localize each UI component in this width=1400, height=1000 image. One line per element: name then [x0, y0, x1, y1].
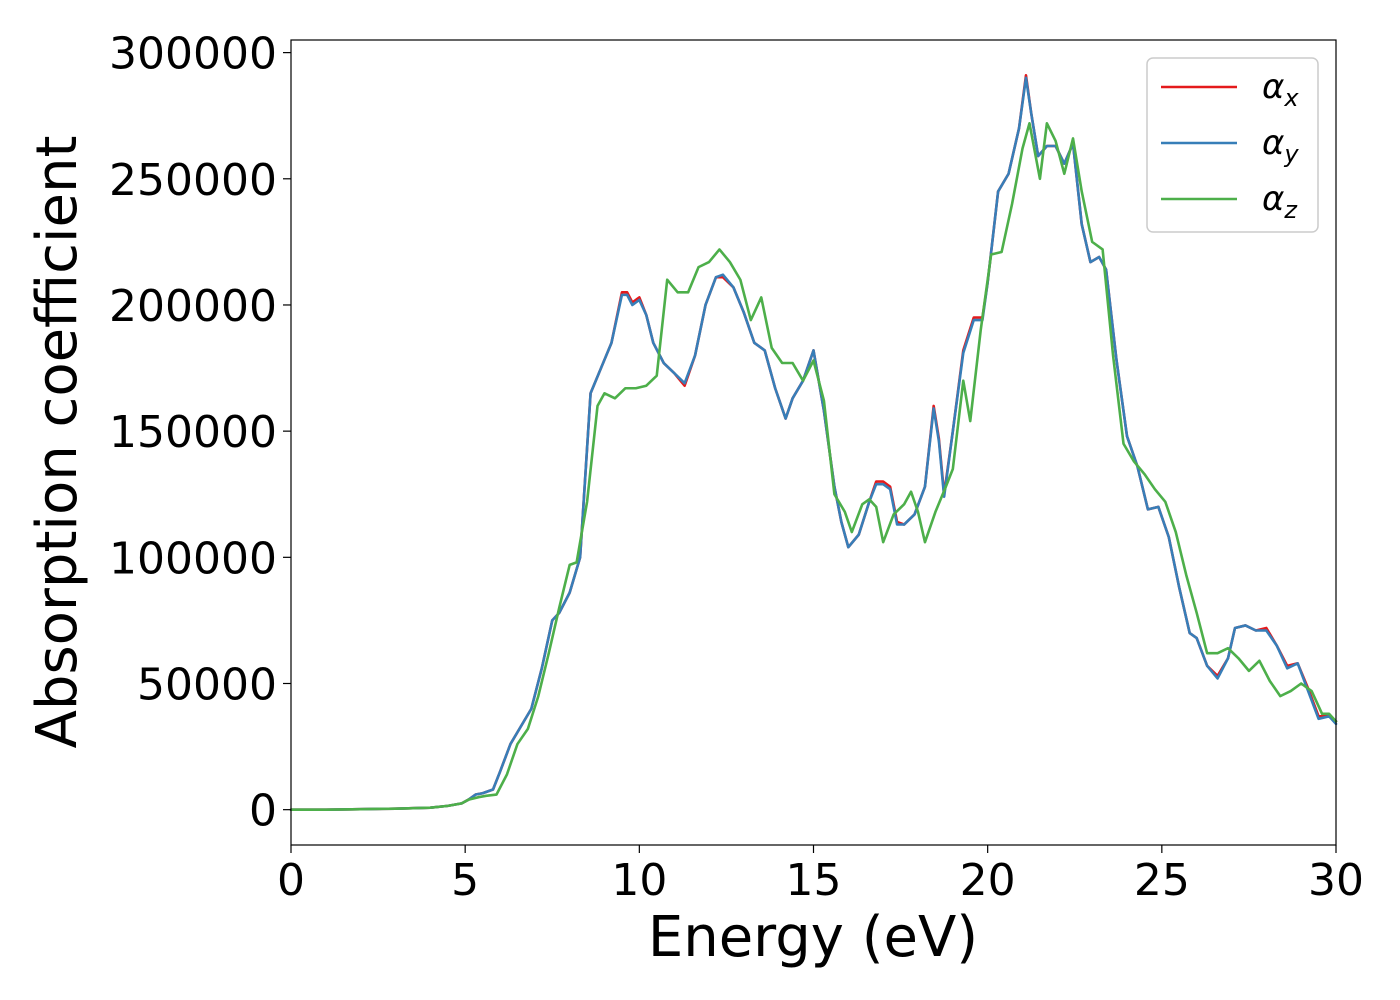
x-tick-label: 20: [960, 855, 1016, 906]
x-tick-label: 30: [1308, 855, 1364, 906]
y-axis: 0 50000 100000 150000 200000 250000 300000: [109, 29, 291, 837]
x-tick-label: 5: [451, 855, 479, 906]
x-axis-title: Energy (eV): [648, 905, 978, 970]
y-tick-label: 100000: [109, 533, 277, 584]
legend: αx αy αz: [1146, 57, 1319, 233]
legend-label-y: αy: [1262, 123, 1299, 168]
legend-label-z: αz: [1262, 179, 1298, 224]
y-tick-label: 200000: [109, 281, 277, 332]
x-tick-label: 15: [786, 855, 842, 906]
legend-label-x: αx: [1262, 67, 1299, 112]
legend-box: [1146, 57, 1319, 233]
y-tick-label: 0: [249, 786, 277, 837]
y-tick-label: 150000: [109, 407, 277, 458]
y-tick-label: 50000: [137, 659, 277, 710]
y-tick-label: 250000: [109, 155, 277, 206]
y-tick-label: 300000: [109, 29, 277, 80]
series-layer: [289, 74, 1338, 811]
series-line-z: [289, 121, 1338, 811]
x-tick-label: 25: [1134, 855, 1190, 906]
y-axis-title: Absorption coefficient: [25, 136, 90, 749]
x-tick-label: 10: [611, 855, 667, 906]
x-tick-label: 0: [277, 855, 305, 906]
x-axis: 0 5 10 15 20 25 30: [277, 845, 1364, 906]
